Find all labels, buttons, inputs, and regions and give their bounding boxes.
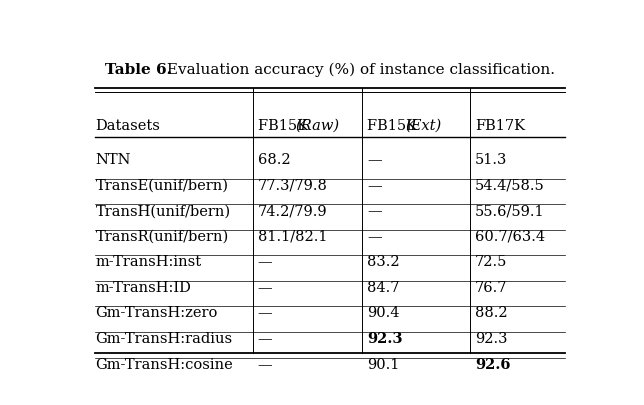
Text: 72.5: 72.5: [475, 256, 507, 269]
Text: 88.2: 88.2: [475, 307, 507, 320]
Text: —: —: [258, 307, 272, 320]
Text: 84.7: 84.7: [368, 281, 400, 295]
Text: Gm-TransH:cosine: Gm-TransH:cosine: [95, 358, 233, 372]
Text: Gm-TransH:zero: Gm-TransH:zero: [95, 307, 218, 320]
Text: 92.3: 92.3: [475, 332, 507, 346]
Text: 76.7: 76.7: [475, 281, 507, 295]
Text: 74.2/79.9: 74.2/79.9: [258, 204, 327, 218]
Text: Gm-TransH:radius: Gm-TransH:radius: [95, 332, 232, 346]
Text: 60.7/63.4: 60.7/63.4: [475, 230, 545, 244]
Text: FB15K: FB15K: [368, 119, 422, 133]
Text: 54.4/58.5: 54.4/58.5: [475, 179, 545, 193]
Text: —: —: [258, 332, 272, 346]
Text: FB17K: FB17K: [475, 119, 525, 133]
Text: NTN: NTN: [95, 153, 131, 167]
Text: Table 6.: Table 6.: [106, 63, 173, 77]
Text: 51.3: 51.3: [475, 153, 507, 167]
Text: —: —: [368, 179, 382, 193]
Text: m-TransH:ID: m-TransH:ID: [95, 281, 191, 295]
Text: —: —: [368, 153, 382, 167]
Text: 90.4: 90.4: [368, 307, 400, 320]
Text: FB15K: FB15K: [258, 119, 312, 133]
Text: m-TransH:inst: m-TransH:inst: [95, 256, 202, 269]
Text: 90.1: 90.1: [368, 358, 400, 372]
Text: (Ext): (Ext): [406, 119, 442, 133]
Text: —: —: [258, 281, 272, 295]
Text: 77.3/79.8: 77.3/79.8: [258, 179, 328, 193]
Text: 83.2: 83.2: [368, 256, 400, 269]
Text: Datasets: Datasets: [95, 119, 160, 133]
Text: 68.2: 68.2: [258, 153, 290, 167]
Text: —: —: [258, 358, 272, 372]
Text: 92.6: 92.6: [475, 358, 510, 372]
Text: 92.3: 92.3: [368, 332, 403, 346]
Text: —: —: [368, 204, 382, 218]
Text: 81.1/82.1: 81.1/82.1: [258, 230, 327, 244]
Text: Evaluation accuracy (%) of instance classification.: Evaluation accuracy (%) of instance clas…: [162, 63, 555, 77]
Text: TransE(unif/bern): TransE(unif/bern): [95, 179, 229, 193]
Text: (Raw): (Raw): [296, 119, 340, 133]
Text: TransH(unif/bern): TransH(unif/bern): [95, 204, 231, 218]
Text: 55.6/59.1: 55.6/59.1: [475, 204, 544, 218]
Text: TransR(unif/bern): TransR(unif/bern): [95, 230, 229, 244]
Text: —: —: [368, 230, 382, 244]
Text: —: —: [258, 256, 272, 269]
